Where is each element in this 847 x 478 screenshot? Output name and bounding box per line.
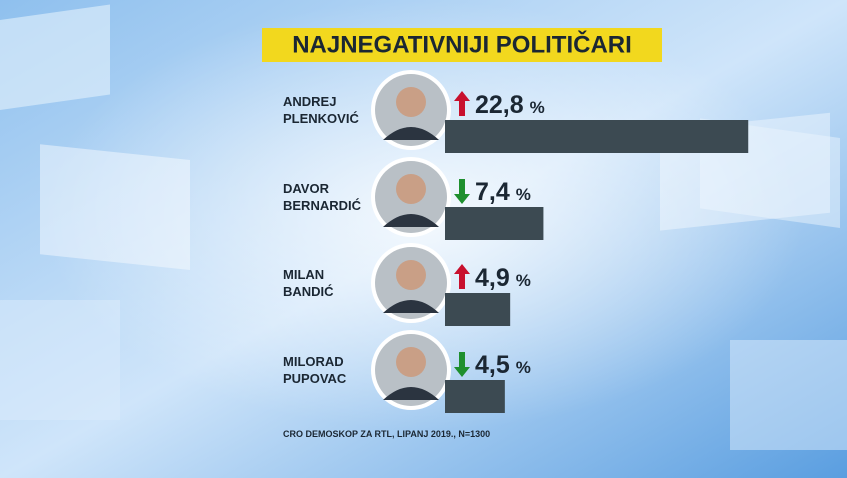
- value-unit: %: [516, 185, 531, 204]
- value-unit: %: [516, 271, 531, 290]
- value-label: 7,4%: [475, 178, 531, 206]
- source: CRO DEMOSKOP ZA RTL, LIPANJ 2019., N=130…: [283, 429, 490, 439]
- photo-head: [396, 260, 426, 290]
- value-number: 4,9: [475, 264, 510, 292]
- category-label: DAVOR BERNARDIĆ: [283, 181, 361, 213]
- value-number: 22,8: [475, 91, 524, 119]
- photo-suit: [383, 127, 439, 140]
- title-box: [262, 28, 662, 62]
- value-number: 4,5: [475, 351, 510, 379]
- value-label: 4,9%: [475, 264, 531, 292]
- category-label: MILAN BANDIĆ: [283, 267, 334, 299]
- photo-suit: [383, 387, 439, 400]
- trend-arrow: [454, 179, 470, 204]
- trend-arrow: [454, 91, 470, 116]
- photo-head: [396, 347, 426, 377]
- photo-suit: [383, 300, 439, 313]
- photo-suit: [383, 214, 439, 227]
- photo-head: [396, 174, 426, 204]
- bar: [445, 120, 749, 153]
- photo-head: [396, 87, 426, 117]
- trend-arrow: [454, 264, 470, 289]
- chart-title: NAJNEGATIVNIJI POLITIČARI: [292, 30, 632, 58]
- value-label: 4,5%: [475, 351, 531, 379]
- category-label: ANDREJ PLENKOVIĆ: [283, 94, 359, 126]
- bar: [445, 293, 511, 326]
- category-label: MILORAD PUPOVAC: [283, 354, 347, 386]
- value-number: 7,4: [475, 178, 510, 206]
- trend-arrow: [454, 352, 470, 377]
- value-unit: %: [516, 358, 531, 377]
- bar: [445, 380, 505, 413]
- value-unit: %: [530, 98, 545, 117]
- bar: [445, 207, 544, 240]
- value-label: 22,8%: [475, 91, 545, 119]
